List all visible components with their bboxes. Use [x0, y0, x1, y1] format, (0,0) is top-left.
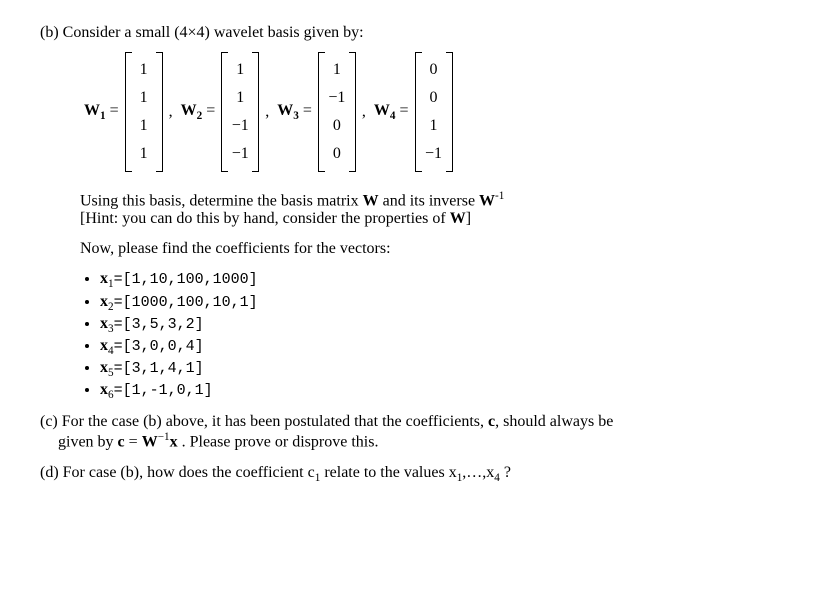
list-item: x2=[1000,100,10,1]: [100, 293, 783, 313]
part-b-task2: Now, please find the coefficients for th…: [80, 240, 783, 258]
w2-vector: 1 1 −1 −1: [221, 52, 259, 172]
list-item: x4=[3,0,0,4]: [100, 337, 783, 357]
w4-label: W4 =: [374, 102, 409, 122]
list-item: x5=[3,1,4,1]: [100, 359, 783, 379]
part-c: (c) For the case (b) above, it has been …: [40, 413, 783, 451]
w1-vector: 1 1 1 1: [125, 52, 163, 172]
part-b-intro: (b) Consider a small (4×4) wavelet basis…: [40, 24, 783, 42]
list-item: x3=[3,5,3,2]: [100, 315, 783, 335]
part-b-task1: Using this basis, determine the basis ma…: [80, 190, 783, 228]
vector-list: x1=[1,10,100,1000] x2=[1000,100,10,1] x3…: [100, 270, 783, 401]
w2-label: W2 =: [181, 102, 216, 122]
sep-1: ,: [169, 103, 173, 121]
w4-vector: 0 0 1 −1: [415, 52, 453, 172]
w3-vector: 1 −1 0 0: [318, 52, 356, 172]
part-d: (d) For case (b), how does the coefficie…: [40, 464, 783, 484]
sep-3: ,: [362, 103, 366, 121]
list-item: x1=[1,10,100,1000]: [100, 270, 783, 290]
sep-2: ,: [265, 103, 269, 121]
w3-label: W3 =: [277, 102, 312, 122]
list-item: x6=[1,-1,0,1]: [100, 381, 783, 401]
w1-label: W1 =: [84, 102, 119, 122]
wavelet-basis-equation: W1 = 1 1 1 1 , W2 = 1 1 −1 −1 , W3 = 1 −…: [80, 52, 783, 172]
